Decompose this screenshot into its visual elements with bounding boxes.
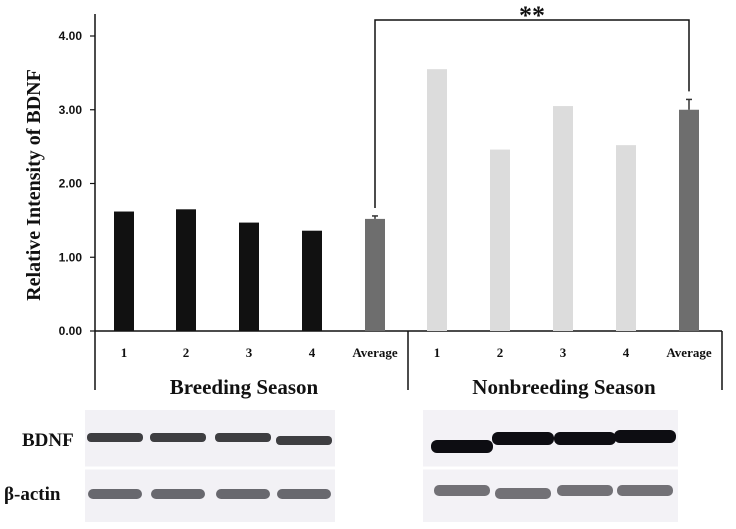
bar	[616, 145, 636, 331]
category-label: 2	[183, 345, 190, 360]
category-labels: 1 2 3 4 Average 1 2 3 4 Average	[121, 345, 712, 360]
blot-band-bdnf	[150, 433, 206, 442]
blot-band-beta-actin	[88, 489, 142, 499]
category-label: 4	[309, 345, 316, 360]
blot-label-bdnf: BDNF	[22, 430, 74, 451]
y-axis-label: Relative Intensity of BDNF	[23, 69, 45, 301]
bar	[490, 149, 510, 331]
blot-band-bdnf	[276, 436, 332, 445]
category-label: Average	[666, 345, 711, 360]
y-tick-label: 3.00	[59, 103, 83, 117]
blot-label-beta-actin: β-actin	[4, 484, 61, 505]
group-label-nonbreeding: Nonbreeding Season	[472, 375, 656, 399]
blot-panel-left	[85, 410, 335, 522]
category-label: 2	[497, 345, 504, 360]
blot-band-bdnf	[87, 433, 143, 442]
bar	[553, 106, 573, 331]
bar	[365, 218, 385, 331]
category-label: 4	[623, 345, 630, 360]
y-tick-label: 4.00	[59, 29, 83, 43]
blot-band-beta-actin	[151, 489, 205, 499]
y-ticks: 0.00 1.00 2.00 3.00 4.00	[59, 29, 95, 338]
y-tick-label: 1.00	[59, 250, 83, 264]
bar	[114, 211, 134, 331]
blot-band-bdnf	[614, 430, 676, 443]
western-blot-panels	[85, 410, 678, 522]
y-tick-label: 2.00	[59, 177, 83, 191]
category-label: 1	[434, 345, 441, 360]
blot-band-beta-actin	[277, 489, 331, 499]
blot-band-beta-actin	[434, 485, 490, 496]
blot-panel-right	[423, 410, 678, 522]
group-label-breeding: Breeding Season	[170, 375, 319, 399]
blot-band-bdnf	[554, 432, 616, 445]
blot-bands	[87, 430, 676, 499]
blot-band-beta-actin	[495, 488, 551, 499]
bar	[679, 109, 699, 331]
bar	[239, 222, 259, 331]
significance-label: **	[519, 1, 545, 30]
blot-band-beta-actin	[216, 489, 270, 499]
bar	[302, 230, 322, 331]
category-label: Average	[352, 345, 397, 360]
blot-band-beta-actin	[617, 485, 673, 496]
category-label: 3	[560, 345, 567, 360]
significance-bracket	[374, 19, 690, 208]
bar	[427, 69, 447, 331]
y-tick-label: 0.00	[59, 324, 83, 338]
bars	[114, 69, 699, 331]
category-label: 3	[246, 345, 253, 360]
blot-band-bdnf	[492, 432, 554, 445]
blot-band-bdnf	[431, 440, 493, 453]
bar	[176, 209, 196, 331]
blot-band-beta-actin	[557, 485, 613, 496]
category-label: 1	[121, 345, 128, 360]
blot-band-bdnf	[215, 433, 271, 442]
